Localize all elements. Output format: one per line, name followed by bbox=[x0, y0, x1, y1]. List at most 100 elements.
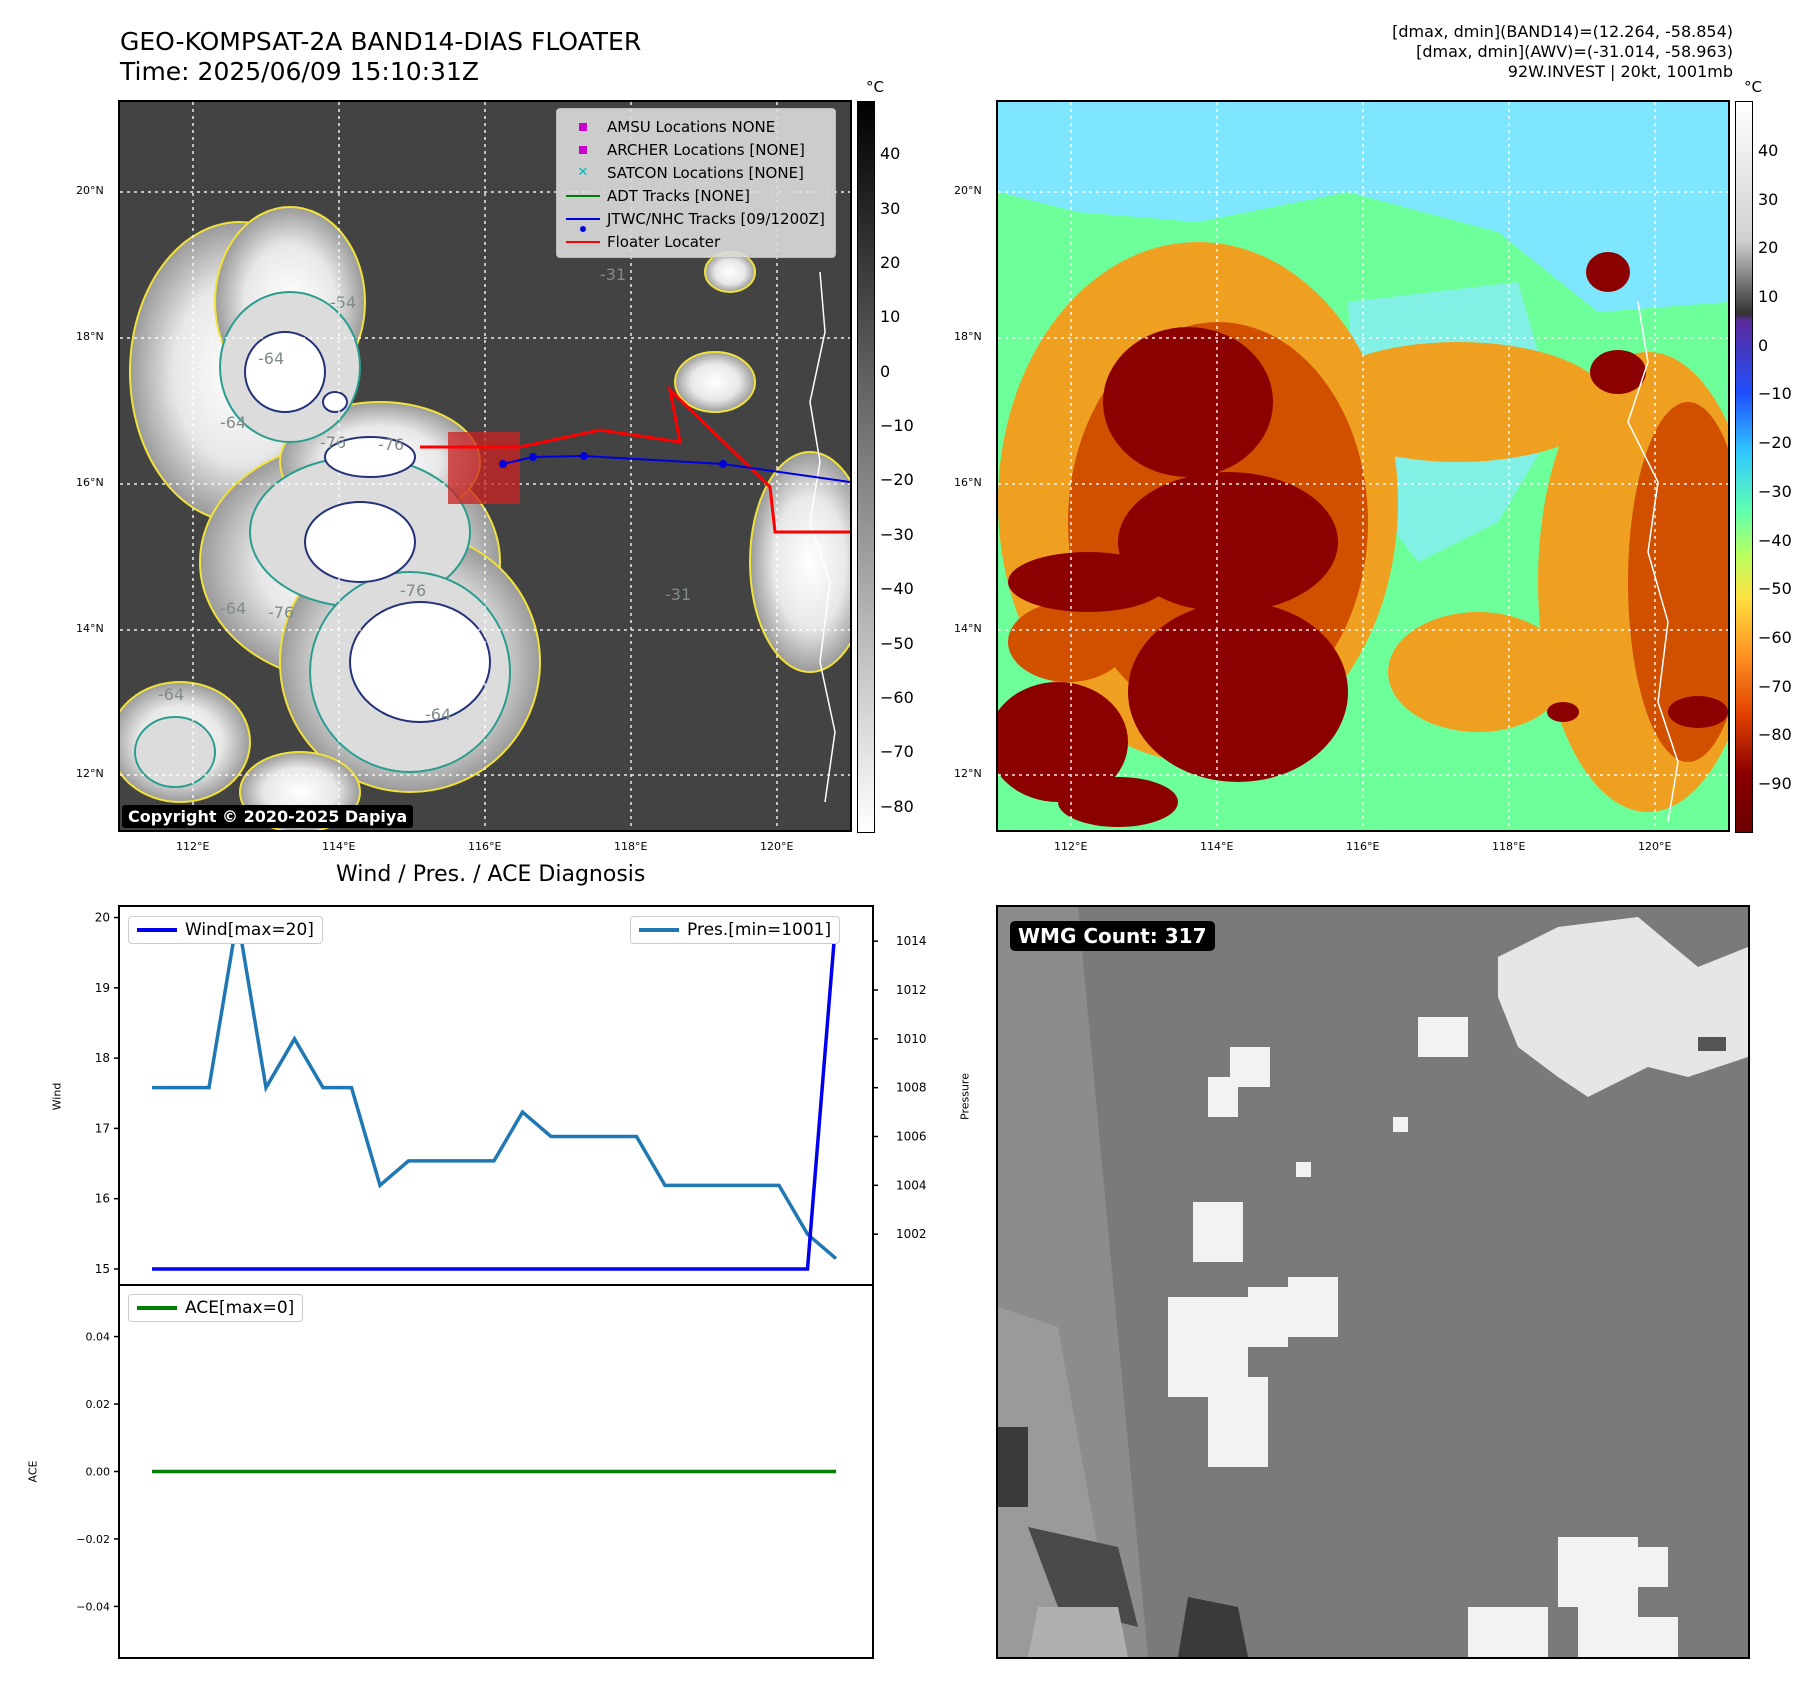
ace-tick-label: 0.02 bbox=[86, 1398, 111, 1411]
colorbar-tick: 20 bbox=[880, 253, 901, 272]
lon-label: 114°E bbox=[1200, 840, 1234, 853]
ace-tick-label: 0.04 bbox=[86, 1331, 111, 1344]
pressure-axis-label: Pressure bbox=[958, 1073, 972, 1120]
colorbar-tick: 20 bbox=[1758, 238, 1779, 257]
legend-item-jtwc: JTWC/NHC Tracks [09/1200Z] bbox=[565, 207, 825, 232]
colorbar-tick: −50 bbox=[880, 634, 914, 653]
line-marker-icon bbox=[566, 240, 600, 243]
wind-tick-label: 15 bbox=[95, 1262, 110, 1276]
wind-legend: Wind[max=20] bbox=[128, 916, 323, 944]
wmg-image bbox=[998, 907, 1748, 1657]
legend-line-icon bbox=[137, 928, 177, 932]
colorbar-tick: −40 bbox=[1758, 531, 1792, 550]
colorbar-tick: −60 bbox=[880, 688, 914, 707]
wmg-panel[interactable]: WMG Count: 317 bbox=[996, 905, 1750, 1659]
wind-tick-label: 16 bbox=[95, 1192, 110, 1206]
figure-time: Time: 2025/06/09 15:10:31Z bbox=[120, 57, 479, 86]
pressure-tick-label: 1014 bbox=[896, 934, 927, 948]
legend-line-icon bbox=[639, 928, 679, 932]
lon-label: 120°E bbox=[760, 840, 794, 853]
colorbar-tick: −50 bbox=[1758, 579, 1792, 598]
lon-label: 112°E bbox=[1054, 840, 1088, 853]
legend-item-amsu: AMSU Locations NONE bbox=[565, 115, 825, 138]
ace-tick-label: −0.02 bbox=[76, 1533, 110, 1546]
contour-label: -64 bbox=[158, 685, 184, 704]
wind-series-line bbox=[152, 917, 838, 1271]
colorbar-tick: −40 bbox=[880, 579, 914, 598]
legend-label: Floater Locater bbox=[607, 232, 721, 251]
square-marker-icon bbox=[579, 145, 587, 154]
lon-label: 114°E bbox=[322, 840, 356, 853]
colorbar-tick: −20 bbox=[880, 470, 914, 489]
colorbar-tick: −10 bbox=[1758, 384, 1792, 403]
colorbar-tick: 40 bbox=[880, 144, 901, 163]
pres-legend-label: Pres.[min=1001] bbox=[687, 920, 832, 940]
colorbar-right bbox=[1735, 101, 1753, 833]
awv-map-panel[interactable] bbox=[996, 100, 1730, 832]
colorbar-tick: 30 bbox=[880, 199, 901, 218]
lat-label: 20°N bbox=[954, 184, 982, 197]
contour-label: -31 bbox=[665, 585, 691, 604]
wind-axis-label: Wind bbox=[50, 1082, 64, 1111]
map-legend: AMSU Locations NONE ARCHER Locations [NO… bbox=[556, 108, 836, 258]
line-marker-icon bbox=[566, 194, 600, 197]
info-band14: [dmax, dmin](BAND14)=(12.264, -58.854) bbox=[1392, 22, 1733, 41]
lat-label: 14°N bbox=[76, 622, 104, 635]
contour-label: -54 bbox=[330, 293, 356, 312]
wind-legend-label: Wind[max=20] bbox=[185, 920, 314, 940]
wind-tick-label: 18 bbox=[95, 1051, 110, 1065]
colorbar-tick: −80 bbox=[1758, 725, 1792, 744]
pressure-tick-label: 1012 bbox=[896, 983, 927, 997]
legend-line-icon bbox=[137, 1306, 177, 1310]
lat-label: 18°N bbox=[76, 330, 104, 343]
lat-label: 16°N bbox=[76, 476, 104, 489]
lat-label: 20°N bbox=[76, 184, 104, 197]
lon-label: 118°E bbox=[1492, 840, 1526, 853]
colorbar-tick: 10 bbox=[1758, 287, 1779, 306]
pressure-tick-label: 1002 bbox=[896, 1227, 927, 1241]
legend-item-satcon: ✕ SATCON Locations [NONE] bbox=[565, 161, 825, 184]
legend-label: AMSU Locations NONE bbox=[607, 117, 776, 136]
lon-label: 112°E bbox=[176, 840, 210, 853]
pressure-tick-label: 1008 bbox=[896, 1081, 927, 1095]
x-marker-icon: ✕ bbox=[577, 165, 589, 180]
info-awv: [dmax, dmin](AWV)=(-31.014, -58.963) bbox=[1416, 42, 1733, 61]
colorbar-tick: −70 bbox=[1758, 677, 1792, 696]
contour-label: -76 bbox=[400, 581, 426, 600]
wind-tick-label: 19 bbox=[95, 981, 110, 995]
colorbar-tick: −60 bbox=[1758, 628, 1792, 647]
ace-tick-label: 0.00 bbox=[86, 1466, 111, 1479]
contour-label: -64 bbox=[258, 349, 284, 368]
contour-label: -64 bbox=[220, 413, 246, 432]
lon-label: 118°E bbox=[614, 840, 648, 853]
pres-legend: Pres.[min=1001] bbox=[630, 916, 841, 944]
contour-label: -64 bbox=[425, 705, 451, 724]
diag-title: Wind / Pres. / ACE Diagnosis bbox=[336, 862, 646, 887]
colorbar-tick: 30 bbox=[1758, 190, 1779, 209]
floater-track bbox=[420, 385, 850, 534]
colorbar-tick: −30 bbox=[880, 525, 914, 544]
wmg-count-badge: WMG Count: 317 bbox=[1010, 921, 1215, 951]
lon-label: 116°E bbox=[1346, 840, 1380, 853]
lon-label: 120°E bbox=[1638, 840, 1672, 853]
figure-title: GEO-KOMPSAT-2A BAND14-DIAS FLOATER bbox=[120, 27, 642, 56]
colorbar-unit: °C bbox=[866, 78, 884, 96]
pressure-tick-label: 1006 bbox=[896, 1130, 927, 1144]
contour-label: -64 bbox=[220, 599, 246, 618]
colorbar-tick: −10 bbox=[880, 416, 914, 435]
colorbar-unit: °C bbox=[1744, 78, 1762, 96]
pressure-tick-label: 1004 bbox=[896, 1178, 927, 1192]
legend-item-floater: Floater Locater bbox=[565, 230, 825, 253]
ir-map-panel[interactable]: -31 -64 -76 -54 -64 -76 -76 -64 -76 -64 … bbox=[118, 100, 852, 832]
contour-label: -76 bbox=[378, 435, 404, 454]
floater-box bbox=[448, 432, 520, 504]
info-storm: 92W.INVEST | 20kt, 1001mb bbox=[1507, 62, 1733, 81]
lat-label: 12°N bbox=[954, 767, 982, 780]
colorbar-tick: 10 bbox=[880, 307, 901, 326]
ace-legend: ACE[max=0] bbox=[128, 1294, 304, 1322]
colorbar-tick: 0 bbox=[880, 362, 891, 381]
copyright-label: Copyright © 2020-2025 Dapiya bbox=[122, 805, 414, 828]
contour-label: -76 bbox=[268, 603, 294, 622]
lat-label: 18°N bbox=[954, 330, 982, 343]
